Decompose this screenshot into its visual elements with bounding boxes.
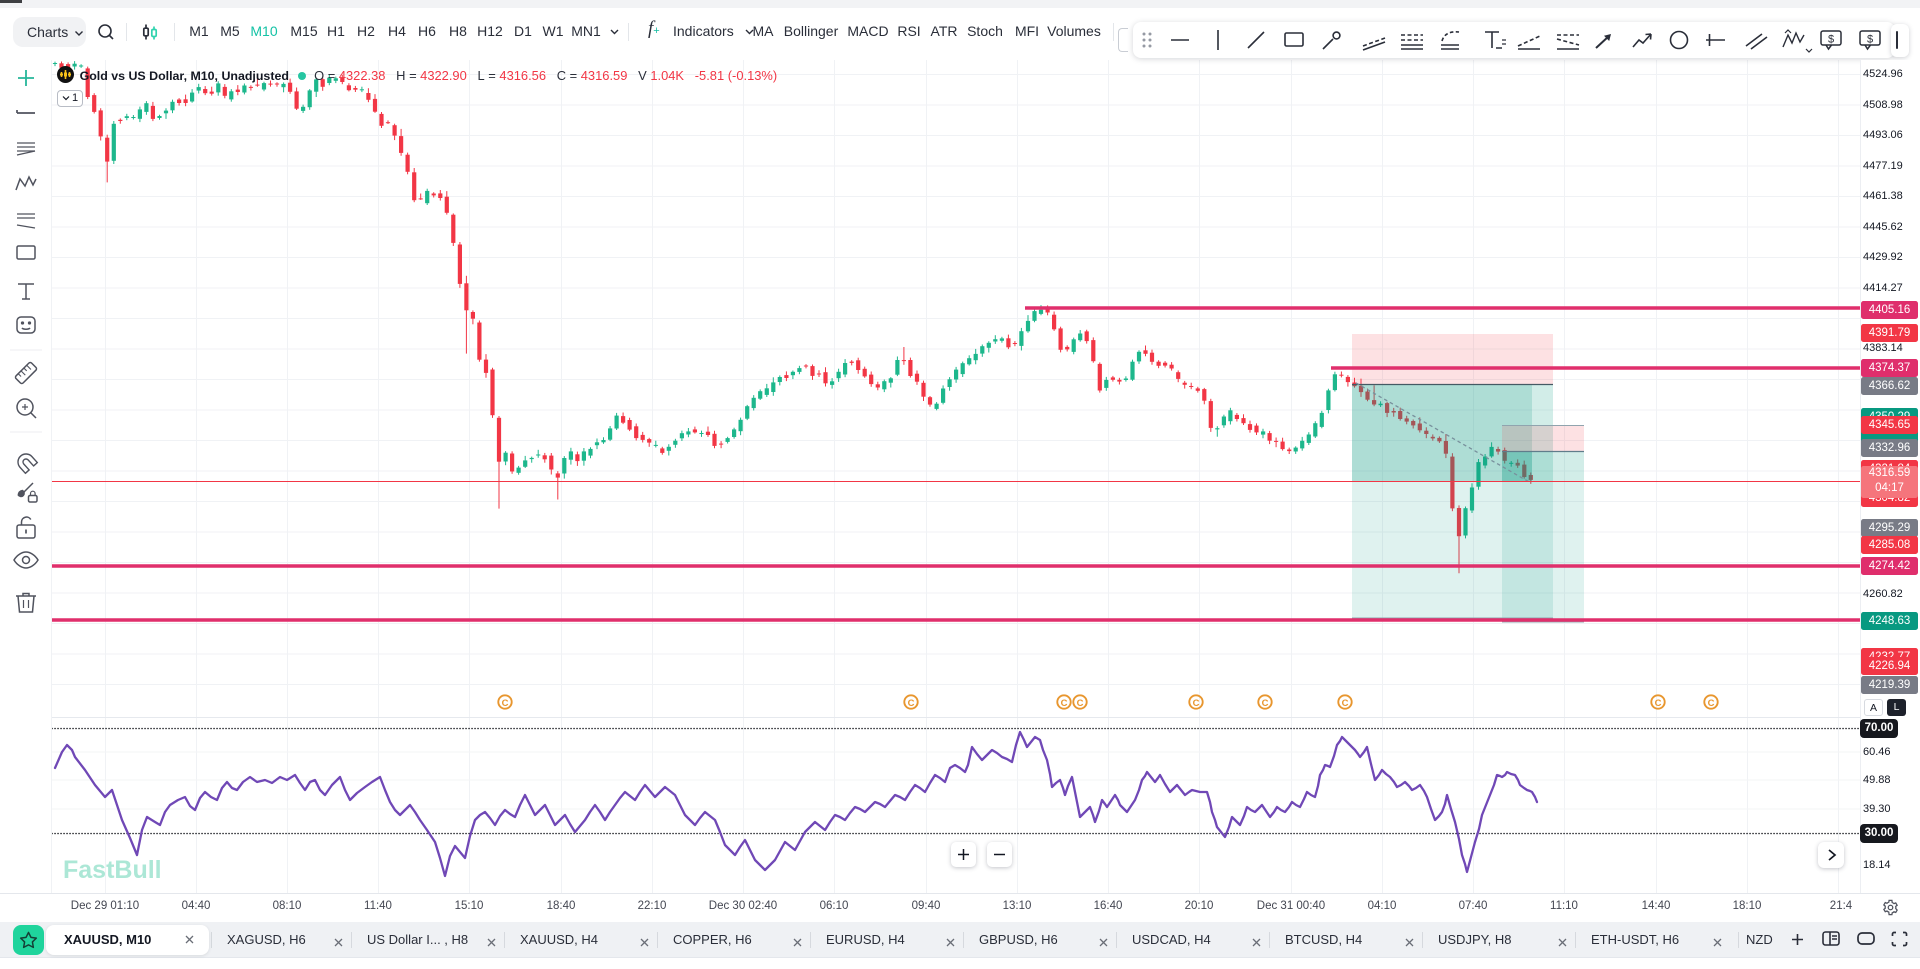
svg-text:$: $ <box>1828 34 1834 46</box>
svg-text:C: C <box>1061 698 1068 709</box>
svg-text:C: C <box>1193 698 1200 709</box>
svg-text:C: C <box>908 698 915 709</box>
svg-text:C: C <box>1077 698 1084 709</box>
svg-text:C: C <box>1342 698 1349 709</box>
svg-text:C: C <box>1708 698 1715 709</box>
svg-text:C: C <box>1655 698 1662 709</box>
svg-text:C: C <box>1262 698 1269 709</box>
svg-text:FastBull: FastBull <box>63 856 162 884</box>
svg-text:C: C <box>502 698 509 709</box>
svg-text:$: $ <box>1867 34 1873 46</box>
